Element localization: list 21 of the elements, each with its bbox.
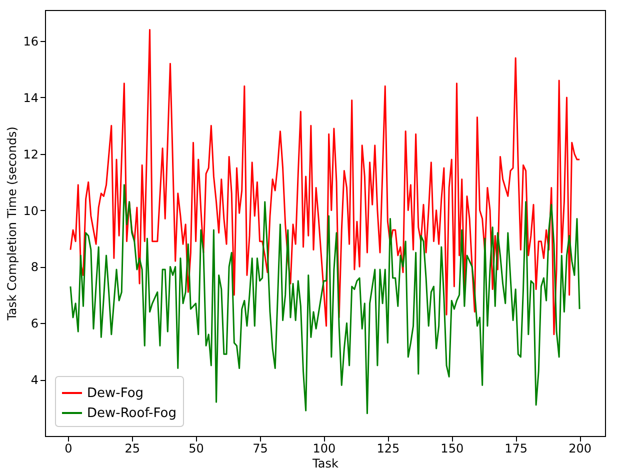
x-tick-label: 150 (440, 442, 464, 456)
x-axis-title: Task (312, 456, 338, 470)
x-tick-label: 100 (312, 442, 336, 456)
x-tick-label: 0 (64, 442, 72, 456)
x-tick-label: 50 (188, 442, 204, 456)
y-tick-label: 16 (23, 34, 38, 49)
y-tick-label: 14 (23, 90, 38, 105)
y-axis-title: Task Completion Time (seconds) (5, 126, 20, 322)
legend-label: Dew-Fog (87, 386, 144, 401)
line-series (70, 29, 580, 336)
x-tick-label: 175 (504, 442, 528, 456)
x-tick-label: 25 (124, 442, 140, 456)
y-tick-label: 8 (30, 260, 38, 274)
y-tick-label: 12 (23, 147, 38, 162)
legend-label: Dew-Roof-Fog (87, 406, 176, 421)
x-tick-label: 75 (252, 442, 268, 456)
x-tick-label: 200 (568, 442, 592, 456)
x-tick-label: 125 (376, 442, 400, 456)
y-tick-label: 10 (23, 204, 38, 218)
y-tick-label: 6 (30, 316, 38, 331)
y-tick-label: 4 (30, 373, 38, 388)
